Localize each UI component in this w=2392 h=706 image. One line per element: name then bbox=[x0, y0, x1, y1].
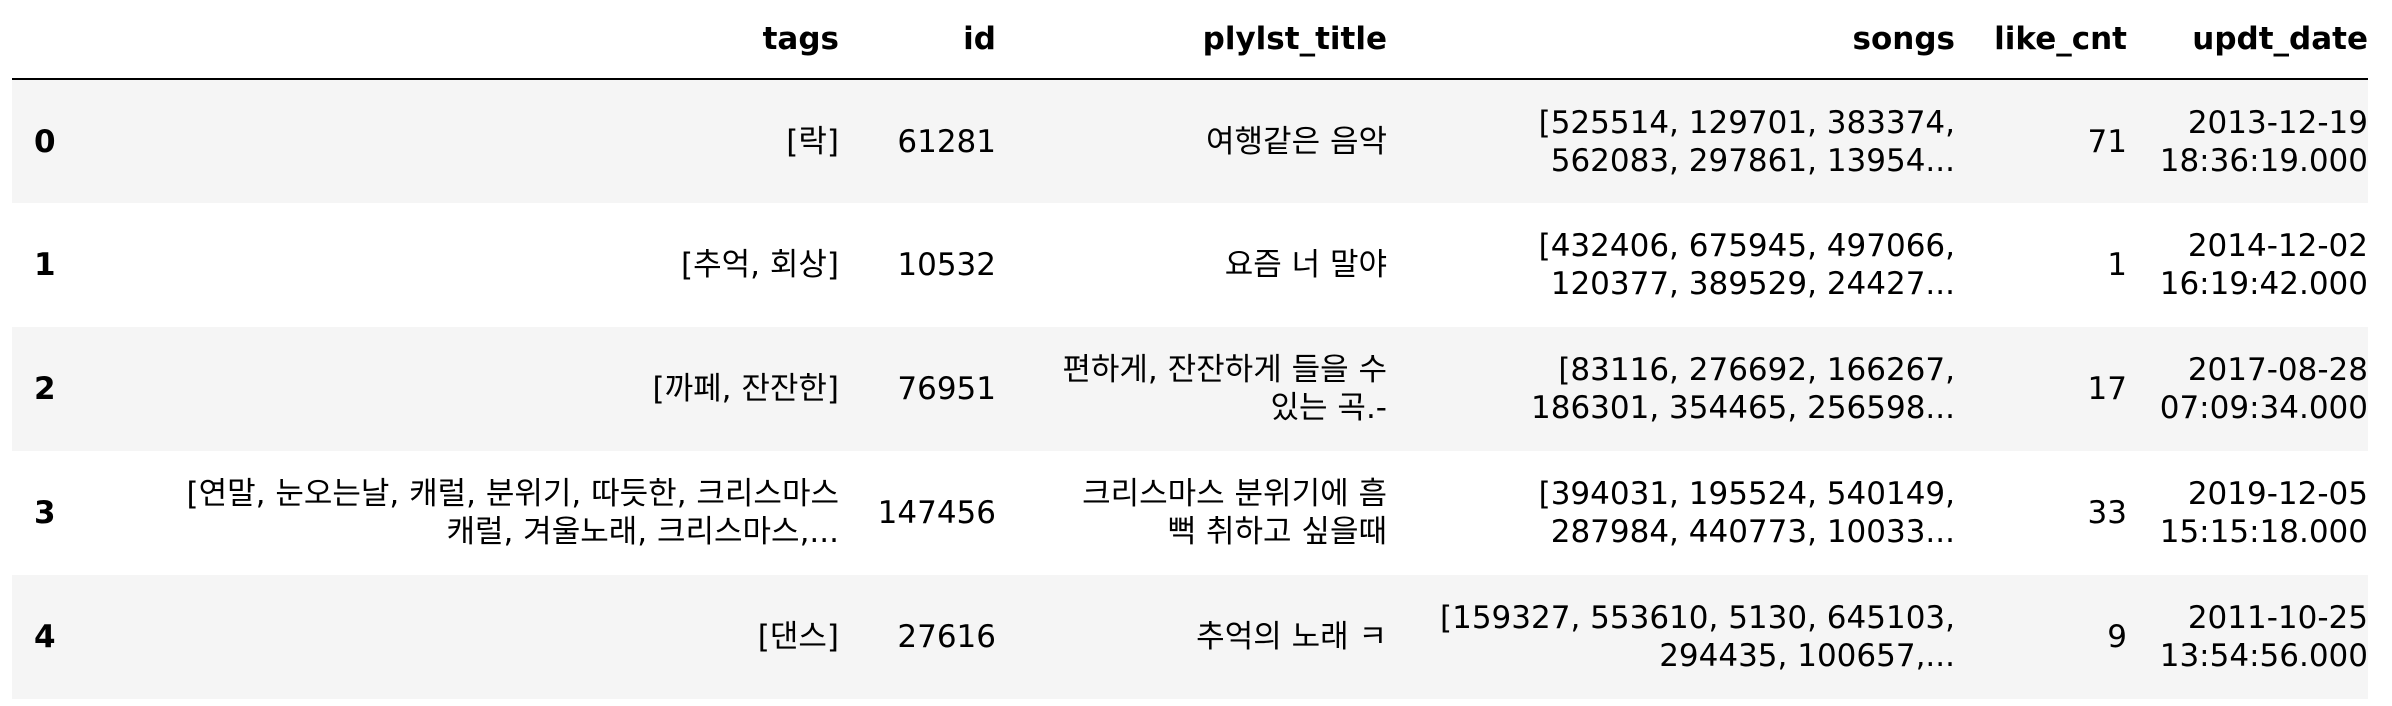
header-plylst-title: plylst_title bbox=[996, 0, 1387, 80]
table-row: 1 [추억, 회상] 10532 요즘 너 말야 [432406, 675945, 49… bbox=[12, 203, 2368, 327]
cell-tags-line: [락] bbox=[786, 123, 839, 160]
cell-tags-line: 캐럴, 겨울노래, 크리스마스,... bbox=[446, 514, 839, 550]
cell-id: 76951 bbox=[897, 371, 996, 407]
cell-songs: [159327, 553610, 5130, 645103, 294435, 10… bbox=[1387, 575, 1955, 699]
cell-updt-date-line: 2013-12-19 bbox=[2187, 104, 2368, 141]
cell-updt-date-line: 15:15:18.000 bbox=[2159, 514, 2368, 550]
cell-songs: [432406, 675945, 497066, 120377, 389529, … bbox=[1387, 203, 1955, 327]
table-row: 2 [까페, 잔잔한] 76951 편하게, 잔잔하게 들을 수 있는 곡.- [8311… bbox=[12, 327, 2368, 451]
cell-updt-date-line: 2011-10-25 bbox=[2187, 600, 2368, 636]
table-row: 0 [락] 61281 여행같은 음악 [525514, 129701, 383374,… bbox=[12, 79, 2368, 203]
cell-songs-line: [432406, 675945, 497066, bbox=[1538, 228, 1955, 264]
header-tags: tags bbox=[110, 0, 839, 80]
row-index: 0 bbox=[34, 123, 56, 160]
cell-plylst-title-line: 크리스마스 분위기에 흠 bbox=[1082, 476, 1387, 512]
cell-songs-line: [83116, 276692, 166267, bbox=[1558, 352, 1955, 388]
cell-updt-date-line: 2019-12-05 bbox=[2187, 476, 2368, 512]
row-index: 2 bbox=[34, 371, 56, 407]
cell-songs-line: 287984, 440773, 10033... bbox=[1550, 514, 1955, 550]
cell-songs-line: [525514, 129701, 383374, bbox=[1538, 104, 1955, 141]
cell-tags: [까페, 잔잔한] bbox=[110, 327, 840, 451]
cell-updt-date: 2019-12-05 15:15:18.000 bbox=[2127, 451, 2368, 575]
cell-updt-date-line: 2014-12-02 bbox=[2187, 228, 2368, 264]
cell-like-cnt: 33 bbox=[2087, 495, 2127, 531]
cell-songs-line: 562083, 297861, 13954... bbox=[1550, 142, 1955, 179]
table-row: 3 [연말, 눈오는날, 캐럴, 분위기, 따듯한, 크리스마스 캐럴, 겨울노래,… bbox=[12, 451, 2368, 575]
cell-songs-line: 120377, 389529, 24427... bbox=[1550, 266, 1955, 302]
cell-songs: [525514, 129701, 383374, 562083, 297861, … bbox=[1387, 79, 1955, 203]
cell-songs: [83116, 276692, 166267, 186301, 354465, 2… bbox=[1387, 327, 1955, 451]
table-row: 4 [댄스] 27616 추억의 노래 ㅋ [159327, 553610, 5130,… bbox=[12, 575, 2368, 699]
cell-songs-line: [159327, 553610, 5130, 645103, bbox=[1440, 600, 1955, 636]
cell-updt-date-line: 18:36:19.000 bbox=[2159, 142, 2368, 179]
cell-plylst-title-line: 여행같은 음악 bbox=[1206, 123, 1387, 160]
header-songs: songs bbox=[1387, 0, 1955, 80]
row-index: 1 bbox=[34, 247, 56, 283]
header-updt-date: updt_date bbox=[2127, 0, 2368, 80]
cell-updt-date-line: 16:19:42.000 bbox=[2159, 266, 2368, 302]
table-body: 0 [락] 61281 여행같은 음악 [525514, 129701, 383374,… bbox=[12, 79, 2368, 699]
cell-like-cnt: 9 bbox=[2107, 619, 2127, 655]
cell-songs: [394031, 195524, 540149, 287984, 440773, … bbox=[1387, 451, 1955, 575]
header-index bbox=[12, 0, 110, 80]
cell-id: 147456 bbox=[877, 495, 996, 531]
header-id: id bbox=[839, 0, 996, 80]
dataframe-table: tags id plylst_title songs like_cnt updt… bbox=[12, 0, 2368, 699]
cell-like-cnt: 71 bbox=[2087, 123, 2127, 160]
cell-plylst-title-line: 요즘 너 말야 bbox=[1224, 247, 1387, 283]
cell-tags: [락] bbox=[110, 79, 839, 203]
cell-plylst-title: 추억의 노래 ㅋ bbox=[996, 575, 1387, 699]
cell-tags-line: [추억, 회상] bbox=[681, 247, 839, 283]
cell-plylst-title-line: 뻑 취하고 싶을때 bbox=[1167, 514, 1387, 550]
table-header: tags id plylst_title songs like_cnt updt… bbox=[12, 0, 2368, 80]
cell-updt-date-line: 2017-08-28 bbox=[2187, 352, 2368, 388]
row-index: 3 bbox=[34, 495, 56, 531]
header-like-cnt: like_cnt bbox=[1955, 0, 2127, 80]
cell-plylst-title-line: 편하게, 잔잔하게 들을 수 bbox=[1062, 352, 1387, 388]
cell-like-cnt: 1 bbox=[2107, 247, 2127, 283]
cell-plylst-title: 여행같은 음악 bbox=[996, 79, 1387, 203]
cell-tags: [댄스] bbox=[110, 575, 839, 699]
cell-updt-date: 2014-12-02 16:19:42.000 bbox=[2127, 203, 2368, 327]
cell-id: 27616 bbox=[897, 619, 996, 655]
cell-plylst-title-line: 있는 곡.- bbox=[1270, 390, 1387, 426]
cell-plylst-title: 요즘 너 말야 bbox=[996, 203, 1387, 327]
cell-tags-line: [연말, 눈오는날, 캐럴, 분위기, 따듯한, 크리스마스 bbox=[186, 476, 839, 512]
cell-updt-date-line: 13:54:56.000 bbox=[2159, 638, 2368, 674]
cell-updt-date: 2013-12-19 18:36:19.000 bbox=[2127, 79, 2368, 203]
cell-tags: [추억, 회상] bbox=[110, 203, 839, 327]
cell-songs-line: 186301, 354465, 256598... bbox=[1531, 390, 1955, 426]
cell-songs-line: [394031, 195524, 540149, bbox=[1538, 476, 1955, 512]
cell-id: 61281 bbox=[897, 123, 996, 160]
row-index: 4 bbox=[34, 619, 56, 655]
cell-plylst-title: 편하게, 잔잔하게 들을 수 있는 곡.- bbox=[996, 327, 1387, 451]
cell-updt-date-line: 07:09:34.000 bbox=[2159, 390, 2368, 426]
cell-tags-line: [까페, 잔잔한] bbox=[652, 371, 840, 407]
cell-like-cnt: 17 bbox=[2087, 371, 2127, 407]
cell-plylst-title-line: 추억의 노래 ㅋ bbox=[1196, 619, 1387, 655]
cell-tags-line: [댄스] bbox=[757, 619, 839, 655]
cell-tags: [연말, 눈오는날, 캐럴, 분위기, 따듯한, 크리스마스 캐럴, 겨울노래, … bbox=[110, 451, 839, 575]
cell-songs-line: 294435, 100657,... bbox=[1659, 638, 1955, 674]
cell-updt-date: 2011-10-25 13:54:56.000 bbox=[2127, 575, 2368, 699]
cell-updt-date: 2017-08-28 07:09:34.000 bbox=[2127, 327, 2368, 451]
header-row: tags id plylst_title songs like_cnt updt… bbox=[12, 0, 2368, 80]
cell-id: 10532 bbox=[897, 247, 996, 283]
